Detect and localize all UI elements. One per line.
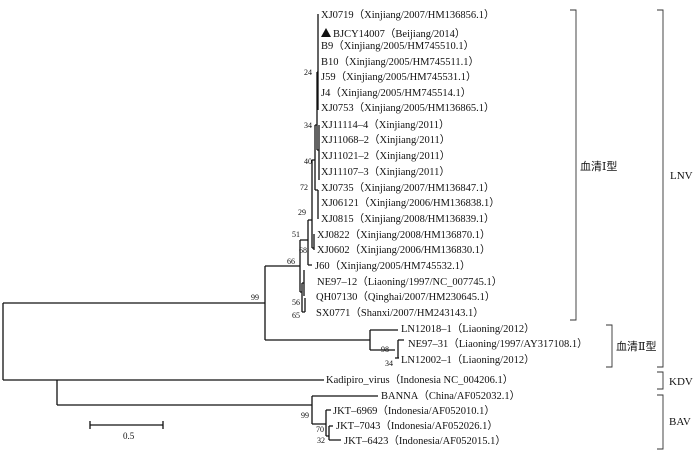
bootstrap-label: 32 xyxy=(317,436,325,445)
taxon-label: QH07130（Qinghai/2007/HM230645.1） xyxy=(316,291,495,303)
taxon-label: XJ0822（Xinjiang/2008/HM136870.1） xyxy=(317,229,491,241)
taxon-label: LN12018–1（Liaoning/2012） xyxy=(401,323,535,335)
taxon-label: BANNA（China/AF052032.1） xyxy=(381,390,520,402)
taxon-label: XJ0753（Xinjiang/2005/HM136865.1） xyxy=(321,102,495,114)
bav-node xyxy=(56,380,378,441)
taxon-label: JKT–6423（Indonesia/AF052015.1） xyxy=(344,435,506,447)
bootstrap-label: 51 xyxy=(292,230,300,239)
tree-branches xyxy=(2,14,404,441)
bav-label: BAV xyxy=(669,416,691,428)
bootstrap-label: 68 xyxy=(299,246,307,255)
kdv-bracket xyxy=(657,371,664,390)
taxon-label: LN12002–1（Liaoning/2012） xyxy=(401,354,535,366)
bootstrap-label: 29 xyxy=(298,208,306,217)
taxon-label: NE97–31（Liaoning/1997/AY317108.1） xyxy=(408,338,588,350)
scale-bar-line xyxy=(89,421,164,429)
taxon-label: XJ0815（Xinjiang/2008/HM136839.1） xyxy=(321,213,495,225)
bootstrap-label: 34 xyxy=(304,121,312,130)
taxon-label: XJ06121（Xinjiang/2006/HM136838.1） xyxy=(321,197,500,209)
bootstrap-label: 70 xyxy=(316,425,324,434)
bootstrap-values: 24 34 40 72 29 51 68 66 56 65 99 98 34 9… xyxy=(251,68,393,445)
scale-bar-label: 0.5 xyxy=(123,431,135,441)
serotype-2-label: 血清Ⅱ型 xyxy=(616,339,656,353)
taxon-label: SX0771（Shanxi/2007/HM243143.1） xyxy=(316,307,484,319)
kdv-label: KDV xyxy=(669,376,693,388)
taxon-label: XJ11021–2（Xinjiang/2011） xyxy=(321,150,450,162)
bootstrap-label: 24 xyxy=(304,68,312,77)
taxon-labels: XJ0719（Xinjiang/2007/HM136856.1） BJCY140… xyxy=(315,9,588,447)
scale-bar: 0.5 xyxy=(89,421,164,441)
taxon-label: B10（Xinjiang/2005/HM745511.1） xyxy=(321,56,479,68)
bootstrap-label: 34 xyxy=(385,359,393,368)
taxon-label: XJ11114–4（Xinjiang/2011） xyxy=(321,119,450,131)
taxon-label: J4（Xinjiang/2005/HM745514.1） xyxy=(321,87,471,99)
root-branch xyxy=(2,302,265,381)
bootstrap-label: 65 xyxy=(292,311,300,320)
taxon-label: XJ11068–2（Xinjiang/2011） xyxy=(321,134,450,146)
bootstrap-label: 98 xyxy=(381,345,389,354)
taxon-label: XJ0602（Xinjiang/2006/HM136830.1） xyxy=(317,244,491,256)
bootstrap-label: 66 xyxy=(287,257,295,266)
lnv-node xyxy=(264,265,370,341)
bootstrap-label: 99 xyxy=(251,293,259,302)
bootstrap-label: 72 xyxy=(300,183,308,192)
taxon-label: XJ0735（Xinjiang/2007/HM136847.1） xyxy=(321,182,495,194)
bootstrap-label: 99 xyxy=(301,411,309,420)
taxon-label: B9（Xinjiang/2005/HM745510.1） xyxy=(321,40,474,52)
bootstrap-label: 40 xyxy=(304,157,312,166)
serotype-2-node xyxy=(369,329,404,359)
group-brackets: 血清Ⅰ型 血清Ⅱ型 LNV KDV BAV xyxy=(570,9,693,450)
serotype-1-bracket xyxy=(570,9,577,321)
serotype-1-label: 血清Ⅰ型 xyxy=(580,159,617,173)
taxon-label: BJCY14007（Beijiang/2014） xyxy=(333,28,465,40)
taxon-label: XJ11107–3（Xinjiang/2011） xyxy=(321,166,450,178)
sero1-crown xyxy=(313,14,320,250)
sero1-lower xyxy=(301,270,306,313)
taxon-label: JKT–6969（Indonesia/AF052010.1） xyxy=(333,405,495,417)
taxon-label: Kadipiro_virus（Indonesia NC_004206.1） xyxy=(326,374,513,386)
bav-bracket xyxy=(657,394,664,450)
taxon-label: XJ0719（Xinjiang/2007/HM136856.1） xyxy=(321,9,495,21)
sero1-upper xyxy=(307,219,312,266)
triangle-marker-icon xyxy=(321,28,331,37)
lnv-bracket xyxy=(657,9,664,368)
bootstrap-label: 56 xyxy=(292,298,300,307)
taxon-label: J59（Xinjiang/2005/HM745531.1） xyxy=(321,71,476,83)
taxon-label: J60（Xinjiang/2005/HM745532.1） xyxy=(315,260,470,272)
taxon-label: NE97–12（Liaoning/1997/NC_007745.1） xyxy=(317,276,502,288)
serotype-2-bracket xyxy=(606,324,613,368)
lnv-label: LNV xyxy=(670,170,693,182)
taxon-label: JKT–7043（Indonesia/AF052026.1） xyxy=(336,420,498,432)
